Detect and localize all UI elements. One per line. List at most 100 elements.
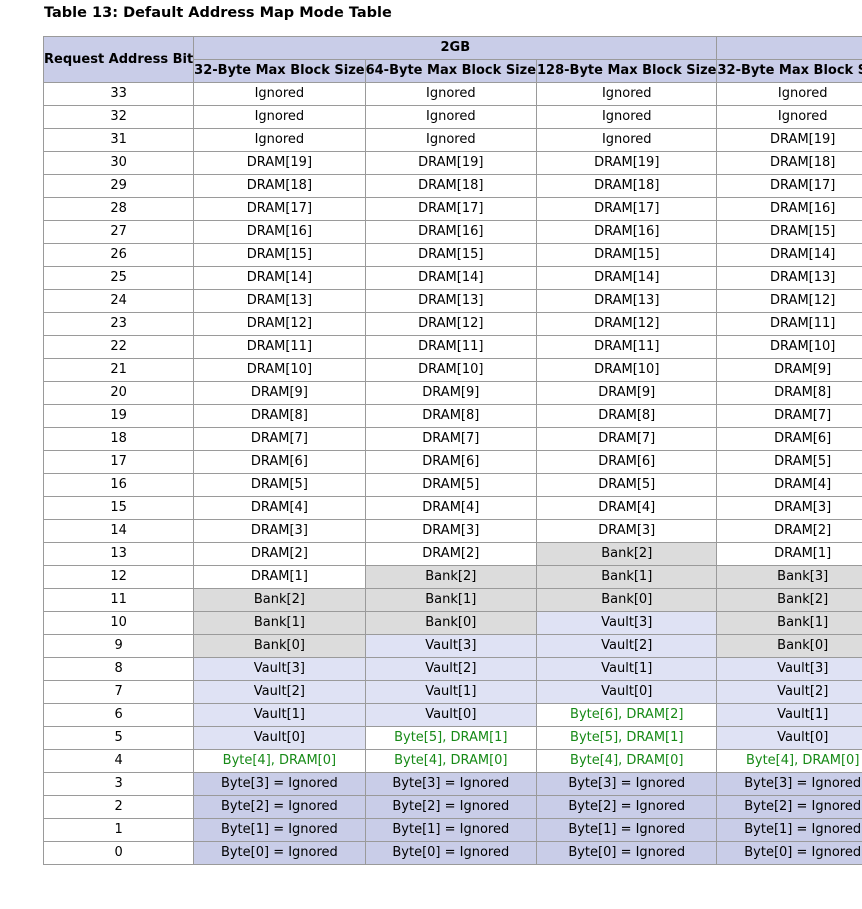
mapping-cell: Vault[2] — [716, 680, 862, 704]
mapping-cell: DRAM[11] — [193, 335, 366, 359]
table-row: 23DRAM[12]DRAM[12]DRAM[12]DRAM[11]DRAM[1… — [42, 312, 862, 336]
mapping-cell: DRAM[14] — [536, 266, 718, 290]
table-row: 0 Byte[0] = Ignored Byte[0] = Ignored Byte[… — [42, 841, 862, 865]
mapping-cell: Byte[2] = Ignored — [193, 795, 366, 819]
mapping-cell: Byte[0] = Ignored — [193, 841, 366, 865]
table-row: 30DRAM[19]DRAM[19]DRAM[19]DRAM[18]DRAM[1… — [42, 151, 862, 175]
mapping-cell: Byte[0] = Ignored — [536, 841, 718, 865]
mapping-cell: DRAM[14] — [193, 266, 366, 290]
mapping-cell: Ignored — [364, 128, 538, 152]
address-bit-cell: 28 — [42, 197, 195, 221]
address-bit-cell: 15 — [42, 496, 195, 520]
mapping-cell: DRAM[7] — [716, 404, 862, 428]
table-row: 17DRAM[6]DRAM[6]DRAM[6]DRAM[5]DRAM[5]DRA… — [42, 450, 862, 474]
address-bit-cell: 31 — [42, 128, 195, 152]
address-bit-cell: 9 — [42, 634, 195, 658]
table-row: 29DRAM[18]DRAM[18]DRAM[18]DRAM[17]DRAM[1… — [42, 174, 862, 198]
mapping-cell: DRAM[10] — [536, 358, 718, 382]
mapping-cell: DRAM[3] — [364, 519, 538, 543]
address-bit-cell: 20 — [42, 381, 195, 405]
mapping-cell: Vault[3] — [716, 657, 862, 681]
mapping-cell: Vault[1] — [536, 657, 718, 681]
mapping-cell: DRAM[3] — [716, 496, 862, 520]
mapping-cell: Byte[0] = Ignored — [716, 841, 862, 865]
mapping-cell: Byte[6], DRAM[2] — [536, 703, 718, 727]
mapping-cell: DRAM[16] — [364, 220, 538, 244]
address-bit-cell: 2 — [42, 795, 195, 819]
mapping-cell: DRAM[10] — [716, 335, 862, 359]
mapping-cell: Bank[1] — [193, 611, 366, 635]
table-row: 33IgnoredIgnoredIgnoredIgnoredIgnoredIgn… — [42, 82, 862, 106]
mapping-cell: DRAM[12] — [716, 289, 862, 313]
address-bit-cell: 33 — [42, 82, 195, 106]
mapping-cell: Bank[2] — [364, 565, 538, 589]
address-bit-cell: 21 — [42, 358, 195, 382]
table-row: 10Bank[1]Bank[0]Vault[3]Bank[1]Bank[0]Va… — [42, 611, 862, 635]
table-row: 24DRAM[13]DRAM[13]DRAM[13]DRAM[12]DRAM[1… — [42, 289, 862, 313]
mapping-cell: Vault[3] — [536, 611, 718, 635]
address-bit-cell: 13 — [42, 542, 195, 566]
table-row: 18DRAM[7]DRAM[7]DRAM[7]DRAM[6]DRAM[6]DRA… — [42, 427, 862, 451]
mapping-cell: DRAM[2] — [193, 542, 366, 566]
mapping-cell: DRAM[18] — [364, 174, 538, 198]
mapping-cell: Vault[3] — [193, 657, 366, 681]
table-row: 28DRAM[17]DRAM[17]DRAM[17]DRAM[16]DRAM[1… — [42, 197, 862, 221]
table-row: 19DRAM[8]DRAM[8]DRAM[8]DRAM[7]DRAM[7]DRA… — [42, 404, 862, 428]
table-row: 14DRAM[3]DRAM[3]DRAM[3]DRAM[2]DRAM[2]Ban… — [42, 519, 862, 543]
table-row: 15DRAM[4]DRAM[4]DRAM[4]DRAM[3]DRAM[3]DRA… — [42, 496, 862, 520]
address-bit-cell: 8 — [42, 657, 195, 681]
mapping-cell: Byte[5], DRAM[1] — [364, 726, 538, 750]
mapping-cell: Vault[0] — [364, 703, 538, 727]
mapping-cell: DRAM[19] — [364, 151, 538, 175]
mapping-cell: Byte[1] = Ignored — [716, 818, 862, 842]
col-header-4gb-32: 32-Byte Max Block Size — [716, 59, 862, 83]
table-row: 16DRAM[5]DRAM[5]DRAM[5]DRAM[4]DRAM[4]DRA… — [42, 473, 862, 497]
address-bit-cell: 19 — [42, 404, 195, 428]
mapping-cell: DRAM[11] — [364, 335, 538, 359]
mapping-cell: Bank[3] — [716, 565, 862, 589]
mapping-cell: DRAM[15] — [193, 243, 366, 267]
mapping-cell: DRAM[6] — [364, 450, 538, 474]
table-row: 9Bank[0]Vault[3]Vault[2]Bank[0]Vault[3]V… — [42, 634, 862, 658]
address-bit-cell: 11 — [42, 588, 195, 612]
address-bit-cell: 25 — [42, 266, 195, 290]
mapping-cell: Bank[0] — [716, 634, 862, 658]
mapping-cell: DRAM[15] — [536, 243, 718, 267]
mapping-cell: DRAM[18] — [716, 151, 862, 175]
address-bit-cell: 5 — [42, 726, 195, 750]
table-row: 8Vault[3]Vault[2]Vault[1]Vault[3]Vault[2… — [42, 657, 862, 681]
mapping-cell: DRAM[1] — [193, 565, 366, 589]
address-bit-cell: 18 — [42, 427, 195, 451]
mapping-cell: Byte[3] = Ignored — [536, 772, 718, 796]
mapping-cell: DRAM[6] — [716, 427, 862, 451]
mapping-cell: DRAM[12] — [536, 312, 718, 336]
mapping-cell: Byte[3] = Ignored — [716, 772, 862, 796]
mapping-cell: Ignored — [364, 105, 538, 129]
table-row: 5 Vault[0] Byte[5], DRAM[1] Byte[5], DRAM[1… — [42, 726, 862, 750]
mapping-cell: Vault[2] — [364, 657, 538, 681]
mapping-cell: DRAM[10] — [193, 358, 366, 382]
mapping-cell: Byte[1] = Ignored — [193, 818, 366, 842]
mapping-cell: Byte[4], DRAM[0] — [193, 749, 366, 773]
mapping-cell: DRAM[12] — [364, 312, 538, 336]
mapping-cell: Vault[0] — [536, 680, 718, 704]
mapping-cell: Vault[0] — [193, 726, 366, 750]
address-bit-cell: 1 — [42, 818, 195, 842]
table-row: 7Vault[2]Vault[1]Vault[0]Vault[2]Vault[1… — [42, 680, 862, 704]
mapping-cell: DRAM[8] — [193, 404, 366, 428]
mapping-cell: DRAM[9] — [364, 381, 538, 405]
mapping-cell: Bank[0] — [536, 588, 718, 612]
mapping-cell: Byte[2] = Ignored — [536, 795, 718, 819]
mapping-cell: Byte[1] = Ignored — [364, 818, 538, 842]
mapping-cell: Byte[0] = Ignored — [364, 841, 538, 865]
table-body: 33IgnoredIgnoredIgnoredIgnoredIgnoredIgn… — [42, 82, 862, 865]
mapping-cell: DRAM[17] — [716, 174, 862, 198]
mapping-cell: Ignored — [716, 82, 862, 106]
request-bit-header: Request Address Bit — [42, 36, 195, 83]
mapping-cell: Byte[2] = Ignored — [364, 795, 538, 819]
address-bit-cell: 32 — [42, 105, 195, 129]
mapping-cell: DRAM[11] — [716, 312, 862, 336]
table-row: 6 Vault[1] Vault[0] Byte[6], DRAM[2] Vault[1… — [42, 703, 862, 727]
address-bit-cell: 3 — [42, 772, 195, 796]
table-row: 21DRAM[10]DRAM[10]DRAM[10]DRAM[9]DRAM[9]… — [42, 358, 862, 382]
